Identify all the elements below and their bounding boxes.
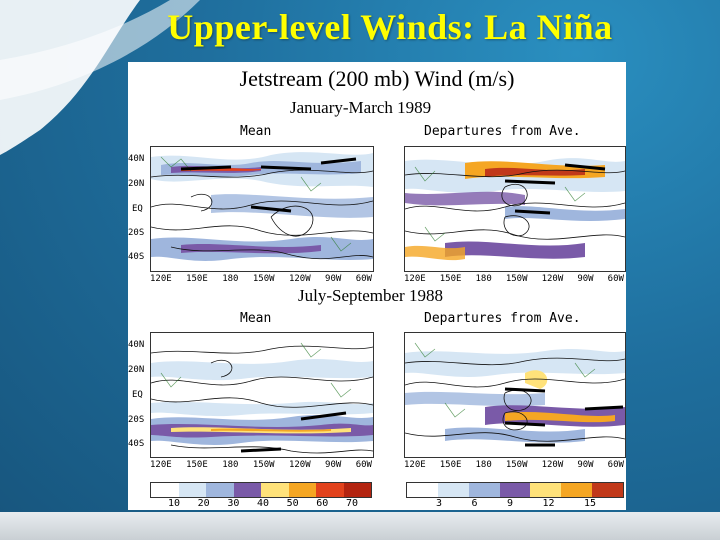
lon-label: 90W [577,460,594,470]
scale-swatch [592,483,624,497]
scale-swatch [530,483,562,497]
lon-label: 180 [222,274,239,284]
lon-label: 150E [186,460,208,470]
lon-label: 120W [541,274,564,284]
lon-label: 180 [475,460,492,470]
mean-color-scale [150,482,372,498]
lon-label: 120E [150,274,172,284]
map-departures-jul-sep [404,332,626,458]
figure-title: Jetstream (200 mb) Wind (m/s) [239,66,515,91]
panel-label-mean-2: Mean [240,311,272,326]
lon-label: 90W [325,274,342,284]
scale-label: 12 [542,498,555,509]
period-label-2: July-September 1988 [298,286,443,305]
longitude-labels-mean-1: 120E 150E 180 150W 120W 90W 60W [150,274,372,284]
lat-label: EQ [132,390,143,400]
lon-label: 90W [577,274,594,284]
lon-label: 180 [475,274,492,284]
lon-label: 120W [288,274,311,284]
map-departures-jan-mar [404,146,626,272]
scale-swatch [468,483,500,497]
scale-swatch [407,483,438,497]
panel-label-mean-1: Mean [240,124,272,139]
wind-field-departures-jan-mar [405,158,625,261]
period-label-1: January-March 1989 [290,98,432,117]
scale-swatch [178,483,206,497]
panel-label-departures-1: Departures from Ave. [424,124,581,139]
scale-label: 50 [286,498,299,509]
scale-swatch [233,483,261,497]
bottom-bar [0,512,720,540]
lon-label: 120W [541,460,564,470]
mean-scale-labels: 10 20 30 40 50 60 70 [168,498,358,509]
lat-label: 40S [128,439,145,449]
longitude-labels-mean-2: 120E 150E 180 150W 120W 90W 60W [150,460,372,470]
slide-title: Upper-level Winds: La Niña [167,7,613,47]
lon-label: 90W [325,460,342,470]
lon-label: 60W [355,274,372,284]
map-mean-jan-mar [150,146,374,272]
wind-field-mean-jul-sep [151,342,373,454]
lon-label: 60W [607,274,624,284]
scale-label: 40 [256,498,270,509]
lat-label: 40S [128,252,145,262]
scale-swatch [437,483,469,497]
lon-label: 60W [607,460,624,470]
longitude-labels-departures-2: 120E 150E 180 150W 120W 90W 60W [404,460,624,470]
wind-field-mean-jan-mar [151,152,373,261]
lon-label: 120W [288,460,311,470]
longitude-labels-departures-1: 120E 150E 180 150W 120W 90W 60W [404,274,624,284]
scale-swatch [288,483,316,497]
scale-label: 9 [506,498,513,509]
lat-label: 40N [128,154,145,164]
lon-label: 150W [252,460,275,470]
lon-label: 150E [186,274,208,284]
wind-field-departures-jul-sep [405,342,625,447]
scale-label: 60 [316,498,329,509]
lat-label: 20N [128,179,145,189]
scale-swatch [151,483,179,497]
scale-label: 10 [168,498,181,509]
scale-label: 30 [227,498,240,509]
lon-label: 150W [505,274,528,284]
scale-swatch [343,483,371,497]
lon-label: 150E [439,460,462,470]
scale-swatch [261,483,289,497]
departure-scale-labels: 3 6 9 12 15 [436,498,596,509]
scale-label: 6 [471,498,478,509]
scale-swatch [561,483,593,497]
scale-swatch [499,483,531,497]
lon-label: 150E [439,274,462,284]
lon-label: 120E [404,274,426,284]
lat-label: 20S [128,228,145,238]
lat-label: EQ [132,204,143,214]
lon-label: 120E [404,460,426,470]
scale-label: 15 [583,498,596,509]
scale-label: 20 [197,498,210,509]
lon-label: 60W [355,460,372,470]
lon-label: 150W [505,460,528,470]
scale-swatch [206,483,234,497]
figure: Jetstream (200 mb) Wind (m/s) January-Ma… [128,62,626,510]
lon-label: 120E [150,460,172,470]
lat-label: 40N [128,340,145,350]
lon-label: 150W [252,274,275,284]
map-mean-jul-sep [150,332,374,458]
lat-label: 20N [128,365,145,375]
lat-label: 20S [128,415,145,425]
scale-label: 70 [345,498,358,509]
scale-label: 3 [436,498,443,509]
departure-color-scale [406,482,624,498]
panel-label-departures-2: Departures from Ave. [424,311,581,326]
lon-label: 180 [222,460,239,470]
scale-swatch [316,483,344,497]
